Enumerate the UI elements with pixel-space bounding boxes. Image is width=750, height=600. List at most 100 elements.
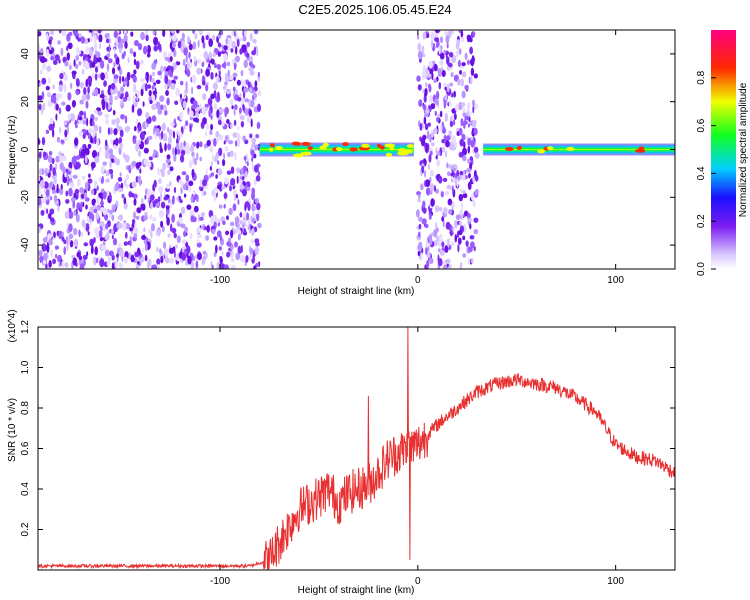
spectrogram-noise-cell [49,217,55,223]
spectrogram-noise-cell [460,202,464,211]
spectrogram-noise-cell [144,83,148,92]
spectrogram-noise-cell [199,103,202,109]
spectrogram-noise-cell [467,256,471,265]
spectrogram-noise-cell [105,223,109,230]
spectrogram-hot-spot [537,149,546,154]
spectrogram-noise-cell [42,63,47,70]
spectrogram-noise-cell [212,82,218,90]
spectrogram-noise-cell [447,171,451,177]
spectrogram-noise-cell [53,194,58,203]
spectrogram-noise-cell [435,155,438,160]
spectrogram-noise-cell [117,215,123,220]
colorbar-ticks: 0.0 0.2 0.4 0.6 0.8 [696,70,716,276]
spectrogram-noise-cell [184,226,188,233]
spectrogram-noise-cell [81,193,85,199]
spectrogram-noise-cell [469,58,475,66]
spectrogram-noise-cell [474,188,479,196]
spectrogram-noise-cell [469,46,473,55]
spectrogram-noise-cell [467,137,471,146]
spectrogram-noise-cell [178,217,183,224]
spectrogram-noise-cell [428,84,432,93]
spectrogram-noise-cell [55,253,58,259]
spectrogram-noise-cell [439,110,443,118]
spectrogram-noise-cell [217,32,222,39]
spectrogram-noise-cell [108,44,111,53]
spectrogram-noise-cell [467,59,470,65]
spectrogram-noise-cell [81,219,86,228]
spectrogram-noise-cell [247,217,253,227]
spectrogram-noise-cell [83,192,88,200]
spectrogram-noise-cell [42,102,46,111]
spectrogram-noise-cell [129,227,134,232]
spectrogram-noise-cell [40,56,46,64]
spectrogram-noise-cell [140,78,145,83]
spectrogram-noise-cell [67,92,72,101]
spectrogram-noise-cell [441,70,446,77]
spectrogram-noise-cell [61,30,67,37]
spectrogram-noise-cell [257,103,261,113]
spectrogram-noise-cell [257,210,261,215]
spectrogram-noise-cell [40,47,44,57]
spectrogram-noise-cell [194,33,198,40]
spectrogram-noise-cell [230,257,235,262]
spectrogram-noise-cell [93,129,96,134]
spectrogram-noise-cell [210,172,214,177]
snr-frame [37,326,676,571]
spectrogram-noise-cell [152,217,157,222]
spectrogram-noise-cell [444,150,448,158]
spectrogram-noise-cell [135,60,140,70]
spectrogram-noise-cell [131,192,135,198]
spectrogram-noise-cell [140,198,144,204]
spectrogram-noise-cell [210,115,213,120]
spectrogram-noise-cell [450,72,454,78]
spectrogram-noise-cell [147,198,150,204]
spectrogram-noise-cell [462,193,468,199]
spectrogram-noise-cell [257,222,262,229]
spectrogram-noise-cell [244,155,247,161]
spectrogram-noise-cell [186,245,191,254]
spectrogram-noise-cell [446,42,449,49]
spectrogram-noise-cell [48,212,52,219]
spectrogram-noise-cell [167,233,171,238]
spectrogram-noise-cell [454,141,458,148]
spectrogram-noise-cell [205,168,208,177]
spectrogram-noise-cell [460,188,463,193]
spectrogram-noise-cell [96,257,99,264]
spectrogram-noise-cell [164,248,169,257]
spectrogram-noise-cell [111,67,116,75]
spectrogram-noise-cell [75,261,78,267]
spectrogram-noise-cell [199,156,202,162]
spectrogram-noise-cell [218,47,223,52]
spectrogram-noise-cell [151,115,157,122]
spectrogram-noise-cell [148,156,153,161]
spectrogram-noise-cell [438,175,443,184]
spectrogram-noise-cell [213,187,219,194]
spectrogram-noise-cell [235,55,240,63]
spectrogram-noise-cell [171,196,175,205]
spectrogram-noise-cell [162,226,165,233]
spectrogram-noise-cell [73,59,76,67]
spectrogram-noise-cell [237,233,241,241]
spectrogram-noise-cell [55,113,58,121]
spectrogram-noise-cell [157,167,161,176]
spectrogram-noise-cell [205,235,209,241]
spectrogram-noise-cell [118,187,124,193]
spectrogram-noise-cell [424,223,429,229]
spectrogram-hot-spot [295,141,301,146]
snr-y-axis-label: SNR (10 * v/v) [7,398,18,462]
spectrogram-noise-cell [75,90,79,96]
spectrogram-noise-cell [460,213,463,221]
spectrogram-noise-cell [241,176,245,181]
spectrogram-noise-cell [249,70,255,76]
spectrogram-noise-cell [136,207,142,214]
spectrogram-noise-cell [244,30,247,37]
spectrogram-band [483,143,675,156]
spectrogram-noise-cell [202,250,207,255]
spectrogram-noise-cell [181,171,187,176]
spectrogram-noise-cell [201,80,206,86]
spectrogram-noise-cell [461,90,466,99]
spectrogram-noise-cell [237,125,240,131]
spectrogram-noise-cell [120,86,124,93]
spectrogram-noise-cell [240,69,244,77]
spectrogram-noise-cell [224,88,227,94]
